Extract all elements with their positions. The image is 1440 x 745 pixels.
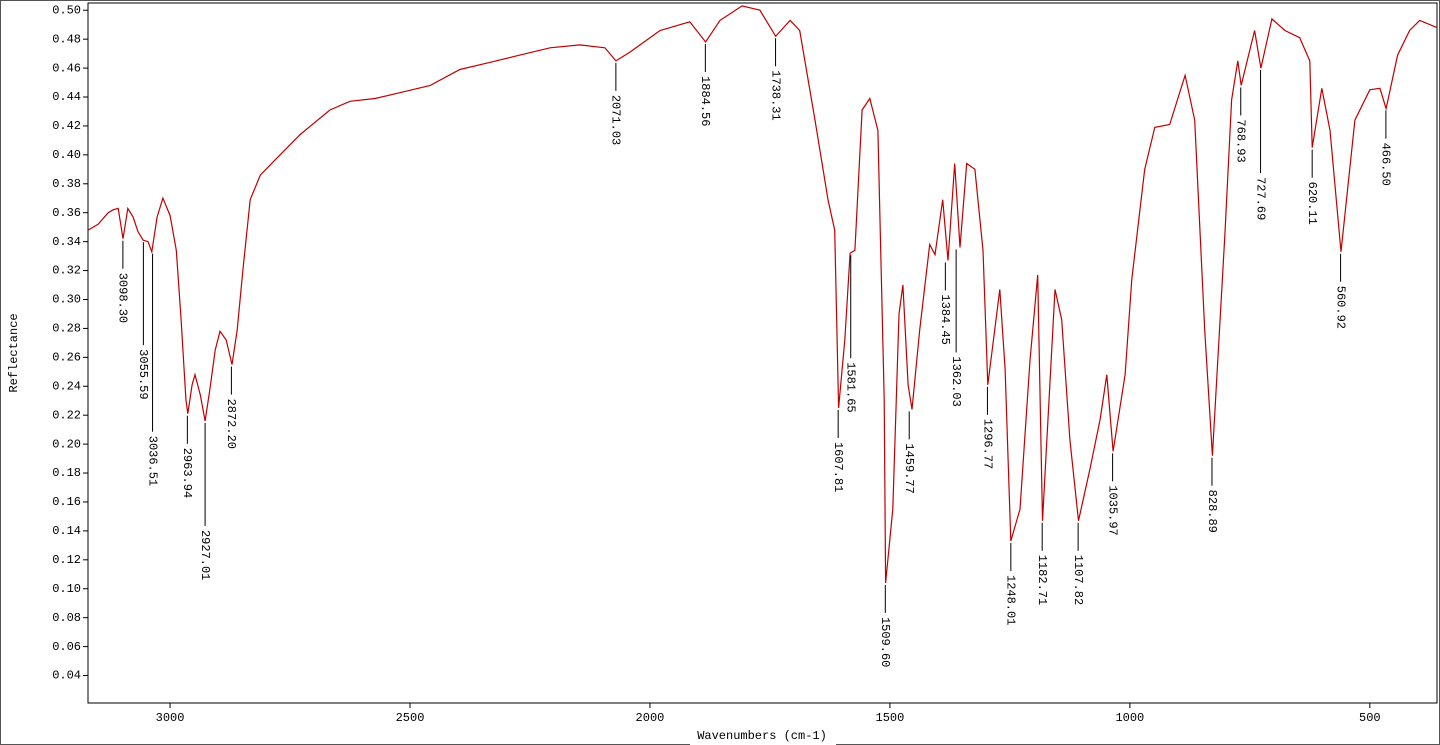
- y-tick-label: 0.18: [52, 466, 81, 480]
- y-axis-label: Reflectance: [7, 313, 21, 392]
- y-tick-label: 0.04: [52, 669, 81, 683]
- y-tick-label: 0.14: [52, 524, 81, 538]
- peak-label: 727.69: [1253, 177, 1267, 220]
- peak-label: 828.89: [1205, 490, 1219, 533]
- y-tick-label: 0.38: [52, 177, 81, 191]
- x-tick-label: 3000: [156, 711, 185, 725]
- x-tick-label: 1500: [876, 711, 905, 725]
- peak-label: 1362.03: [949, 356, 963, 406]
- peak-label: 466.50: [1379, 143, 1393, 186]
- y-tick-label: 0.20: [52, 437, 81, 451]
- y-tick-label: 0.12: [52, 553, 81, 567]
- x-label-bg: [690, 727, 836, 745]
- y-tick-label: 0.16: [52, 495, 81, 509]
- y-tick-label: 0.42: [52, 119, 81, 133]
- peak-label: 1035.97: [1105, 485, 1119, 535]
- peak-label: 1248.01: [1004, 575, 1018, 625]
- peak-label: 3036.51: [145, 436, 159, 486]
- y-tick-label: 0.22: [52, 408, 81, 422]
- x-tick-label: 500: [1359, 711, 1381, 725]
- peak-label: 1384.45: [938, 294, 952, 344]
- peak-label: 1607.81: [831, 442, 845, 492]
- y-tick-label: 0.30: [52, 293, 81, 307]
- y-tick-label: 0.28: [52, 322, 81, 336]
- y-tick-label: 0.40: [52, 148, 81, 162]
- peak-label: 1182.71: [1035, 555, 1049, 605]
- y-tick-label: 0.34: [52, 235, 81, 249]
- peak-label: 560.92: [1333, 286, 1347, 329]
- peak-label: 2927.01: [198, 530, 212, 580]
- y-tick-label: 0.50: [52, 3, 81, 17]
- x-tick-label: 2000: [636, 711, 665, 725]
- peak-label: 3055.59: [136, 349, 150, 399]
- y-tick-label: 0.36: [52, 206, 81, 220]
- x-tick-label: 1000: [1115, 711, 1144, 725]
- peak-label: 3098.30: [116, 273, 130, 323]
- peak-label: 620.11: [1305, 182, 1319, 225]
- peak-label: 2872.20: [224, 399, 238, 449]
- x-tick-label: 2500: [396, 711, 425, 725]
- x-axis-label: Wavenumbers (cm-1): [697, 729, 827, 743]
- peak-label: 2963.94: [180, 448, 194, 498]
- peak-label: 2071.03: [609, 95, 623, 145]
- y-tick-label: 0.06: [52, 640, 81, 654]
- y-tick-label: 0.08: [52, 611, 81, 625]
- peak-label: 1581.65: [844, 362, 858, 412]
- y-tick-label: 0.48: [52, 32, 81, 46]
- y-tick-label: 0.46: [52, 61, 81, 75]
- y-tick-label: 0.32: [52, 264, 81, 278]
- peak-label: 1884.56: [698, 76, 712, 126]
- y-tick-label: 0.24: [52, 379, 81, 393]
- peak-label: 768.93: [1234, 119, 1248, 162]
- peak-label: 1296.77: [980, 419, 994, 469]
- peak-label: 1459.77: [902, 443, 916, 493]
- spectrum-line: [87, 5, 1438, 584]
- plot-frame: [87, 2, 1438, 704]
- peak-label: 1738.31: [768, 70, 782, 120]
- peak-label: 1509.60: [878, 617, 892, 667]
- y-tick-label: 0.44: [52, 90, 81, 104]
- peak-label: 1107.82: [1071, 555, 1085, 605]
- y-tick-label: 0.26: [52, 351, 81, 365]
- y-tick-label: 0.10: [52, 582, 81, 596]
